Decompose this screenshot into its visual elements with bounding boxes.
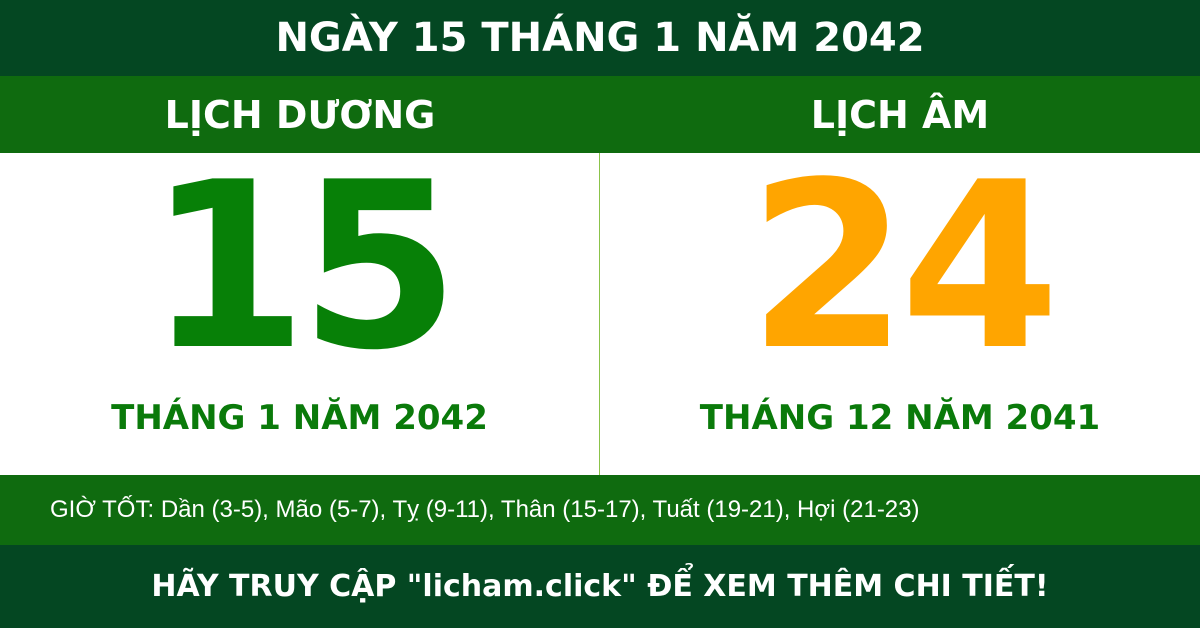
solar-month-year: THÁNG 1 NĂM 2042 <box>111 398 488 438</box>
calendar-headers: LỊCH DƯƠNG LỊCH ÂM <box>0 76 1200 153</box>
lunar-day: 24 <box>747 134 1060 401</box>
lunar-header: LỊCH ÂM <box>810 92 990 137</box>
good-hours: GIỜ TỐT: Dần (3-5), Mão (5-7), Tỵ (9-11)… <box>0 475 1200 545</box>
solar-column: 15 THÁNG 1 NĂM 2042 <box>0 153 600 475</box>
solar-header: LỊCH DƯƠNG <box>164 92 436 137</box>
footer-cta: HÃY TRUY CẬP "licham.click" ĐỂ XEM THÊM … <box>0 545 1200 628</box>
page-title: NGÀY 15 THÁNG 1 NĂM 2042 <box>0 0 1200 76</box>
calendar-body: 15 THÁNG 1 NĂM 2042 24 THÁNG 12 NĂM 2041 <box>0 153 1200 475</box>
solar-day: 15 <box>147 134 459 401</box>
lunar-month-year: THÁNG 12 NĂM 2041 <box>699 398 1101 438</box>
lunar-column: 24 THÁNG 12 NĂM 2041 <box>600 153 1200 475</box>
